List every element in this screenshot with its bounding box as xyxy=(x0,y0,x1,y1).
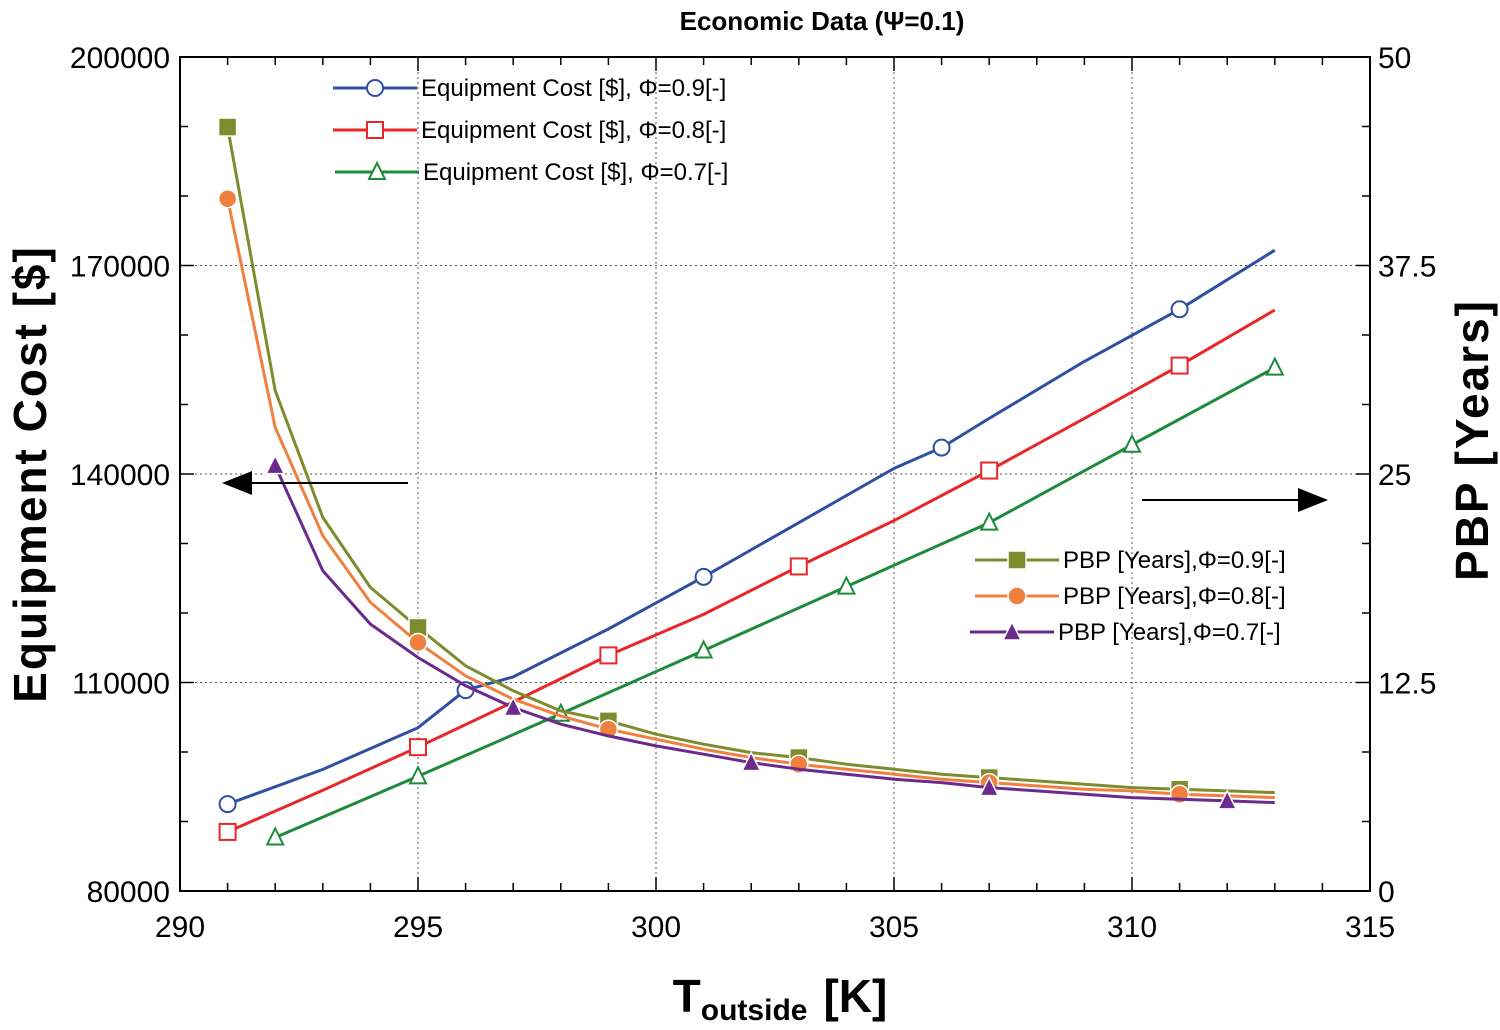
data-point xyxy=(217,189,238,209)
x-axis-label: Toutside [K] xyxy=(673,970,888,1027)
axis-ticks xyxy=(179,56,1371,892)
series-group xyxy=(217,117,1285,846)
legend-marker xyxy=(1007,550,1027,570)
legend-item-pbp-0-8: PBP [Years],Φ=0.8[-] xyxy=(975,583,1286,610)
legend-marker xyxy=(366,121,384,139)
data-point xyxy=(693,639,714,659)
legend-label: Equipment Cost [$], Φ=0.9[-] xyxy=(421,75,726,102)
series-pbp-phi-0-9-line xyxy=(226,126,1275,795)
y-axis-label-left: Equipment Cost [$] xyxy=(4,245,56,703)
data-point xyxy=(694,567,713,586)
data-point xyxy=(836,575,857,595)
legend-item-cost-0-7: Equipment Cost [$], Φ=0.7[-] xyxy=(335,159,728,186)
data-point xyxy=(1170,356,1189,375)
legend-item-cost-0-9: Equipment Cost [$], Φ=0.9[-] xyxy=(333,75,726,102)
legend-label: PBP [Years],Φ=0.8[-] xyxy=(1063,583,1286,610)
left-axis-arrow xyxy=(222,471,408,495)
data-point xyxy=(264,453,286,475)
legend-equipment-cost: Equipment Cost [$], Φ=0.9[-] Equipment Co… xyxy=(333,75,728,186)
data-point xyxy=(409,738,427,757)
series-pbp-phi-0-8 xyxy=(217,189,1275,805)
series-pbp-phi-0-7 xyxy=(264,453,1275,810)
x-tick-label: 305 xyxy=(869,911,919,944)
y-axis-label-right: PBP [Years] xyxy=(1446,299,1498,581)
y-right-tick-label: 37.5 xyxy=(1378,251,1436,284)
data-point xyxy=(408,632,428,653)
data-point xyxy=(599,646,618,665)
series-equipment-cost-phi-0-7-line xyxy=(274,366,1276,839)
x-tick-label: 295 xyxy=(393,911,443,944)
y-right-tick-label: 12.5 xyxy=(1378,668,1436,701)
legend-marker xyxy=(1007,586,1027,606)
series-equipment-cost-phi-0-7 xyxy=(265,356,1285,846)
data-point xyxy=(932,438,951,457)
y-left-tick-label: 80000 xyxy=(87,876,170,909)
legend-label: Equipment Cost [$], Φ=0.7[-] xyxy=(423,159,728,186)
legend-label: PBP [Years],Φ=0.7[-] xyxy=(1058,619,1281,646)
x-tick-label: 315 xyxy=(1345,911,1395,944)
x-axis-label-unit: [K] xyxy=(823,970,887,1022)
y-left-tick-label: 110000 xyxy=(72,668,170,701)
data-point xyxy=(502,695,524,717)
legend-item-cost-0-8: Equipment Cost [$], Φ=0.8[-] xyxy=(333,117,726,144)
legend-marker xyxy=(366,79,384,97)
data-point xyxy=(1170,300,1189,319)
data-point xyxy=(789,557,808,576)
series-equipment-cost-phi-0-8-line xyxy=(226,308,1276,834)
data-point xyxy=(217,117,238,137)
legend-label: PBP [Years],Φ=0.9[-] xyxy=(1063,547,1286,574)
series-pbp-phi-0-7-line xyxy=(273,465,1275,805)
y-left-tick-label: 140000 xyxy=(70,459,170,492)
series-equipment-cost-phi-0-8 xyxy=(218,308,1276,841)
grid xyxy=(180,57,1370,891)
data-point xyxy=(218,795,237,814)
legend-item-pbp-0-7: PBP [Years],Φ=0.7[-] xyxy=(970,619,1281,646)
series-pbp-phi-0-8-line xyxy=(226,198,1275,800)
x-axis-label-main: T xyxy=(673,970,701,1022)
right-axis-arrow xyxy=(1142,488,1328,512)
chart-title: Economic Data (Ψ=0.1) xyxy=(680,6,965,36)
data-point xyxy=(979,511,999,531)
axis-tick-labels: 290 295 300 305 310 315 80000 110000 140000 17000… xyxy=(70,42,1437,944)
y-right-tick-label: 25 xyxy=(1378,459,1411,492)
series-equipment-cost-phi-0-9 xyxy=(218,248,1276,814)
x-tick-label: 290 xyxy=(155,911,205,944)
legend-item-pbp-0-9: PBP [Years],Φ=0.9[-] xyxy=(975,547,1286,574)
y-right-tick-label: 0 xyxy=(1378,876,1395,909)
y-right-tick-label: 50 xyxy=(1378,42,1411,75)
legend-pbp: PBP [Years],Φ=0.9[-] PBP [Years],Φ=0.8[-]… xyxy=(970,547,1286,646)
data-point xyxy=(265,826,285,846)
data-point xyxy=(980,461,999,480)
x-tick-label: 300 xyxy=(631,911,681,944)
data-point xyxy=(408,765,428,785)
data-point xyxy=(740,750,762,772)
legend-label: Equipment Cost [$], Φ=0.8[-] xyxy=(421,117,726,144)
series-equipment-cost-phi-0-9-line xyxy=(227,248,1276,806)
data-point xyxy=(1122,433,1142,453)
y-left-tick-label: 170000 xyxy=(70,251,170,284)
data-point xyxy=(1265,356,1285,376)
data-point xyxy=(978,775,1000,797)
data-point xyxy=(1216,789,1238,810)
series-pbp-phi-0-9 xyxy=(217,117,1275,800)
y-left-tick-label: 200000 xyxy=(70,42,170,75)
legend-marker xyxy=(367,160,387,180)
x-axis-label-sub: outside xyxy=(701,994,808,1027)
legend-marker xyxy=(1001,620,1023,641)
x-tick-label: 310 xyxy=(1107,911,1157,944)
data-point xyxy=(218,822,237,841)
